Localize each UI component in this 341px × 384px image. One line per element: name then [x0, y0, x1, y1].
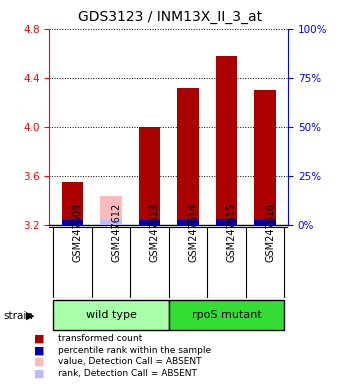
Text: GSM247616: GSM247616: [265, 203, 275, 262]
Bar: [169, 300, 284, 331]
Bar: [254, 90, 276, 225]
Text: GSM247608: GSM247608: [73, 203, 83, 262]
Text: ■: ■: [34, 357, 45, 367]
Text: strain: strain: [3, 311, 33, 321]
Bar: [53, 300, 169, 331]
Text: rpoS mutant: rpoS mutant: [192, 310, 262, 319]
Text: GDS3123 / INM13X_II_3_at: GDS3123 / INM13X_II_3_at: [78, 10, 263, 23]
Text: ■: ■: [34, 368, 45, 378]
Bar: [216, 56, 237, 225]
Text: ▶: ▶: [26, 311, 34, 321]
Text: rank, Detection Call = ABSENT: rank, Detection Call = ABSENT: [58, 369, 197, 378]
Text: value, Detection Call = ABSENT: value, Detection Call = ABSENT: [58, 357, 202, 366]
Bar: [254, 220, 276, 225]
Text: percentile rank within the sample: percentile rank within the sample: [58, 346, 211, 355]
Text: ■: ■: [34, 334, 45, 344]
Text: GSM247614: GSM247614: [188, 203, 198, 262]
Bar: [62, 182, 83, 225]
Bar: [101, 197, 122, 225]
Bar: [62, 220, 83, 225]
Bar: [216, 219, 237, 225]
Text: wild type: wild type: [86, 310, 136, 319]
Text: GSM247612: GSM247612: [111, 203, 121, 262]
Bar: [101, 220, 122, 225]
Bar: [177, 220, 198, 225]
Bar: [177, 88, 198, 225]
Bar: [139, 127, 160, 225]
Bar: [139, 220, 160, 225]
Text: ■: ■: [34, 345, 45, 355]
Text: GSM247613: GSM247613: [150, 203, 160, 262]
Text: GSM247615: GSM247615: [226, 203, 237, 262]
Text: transformed count: transformed count: [58, 334, 142, 343]
